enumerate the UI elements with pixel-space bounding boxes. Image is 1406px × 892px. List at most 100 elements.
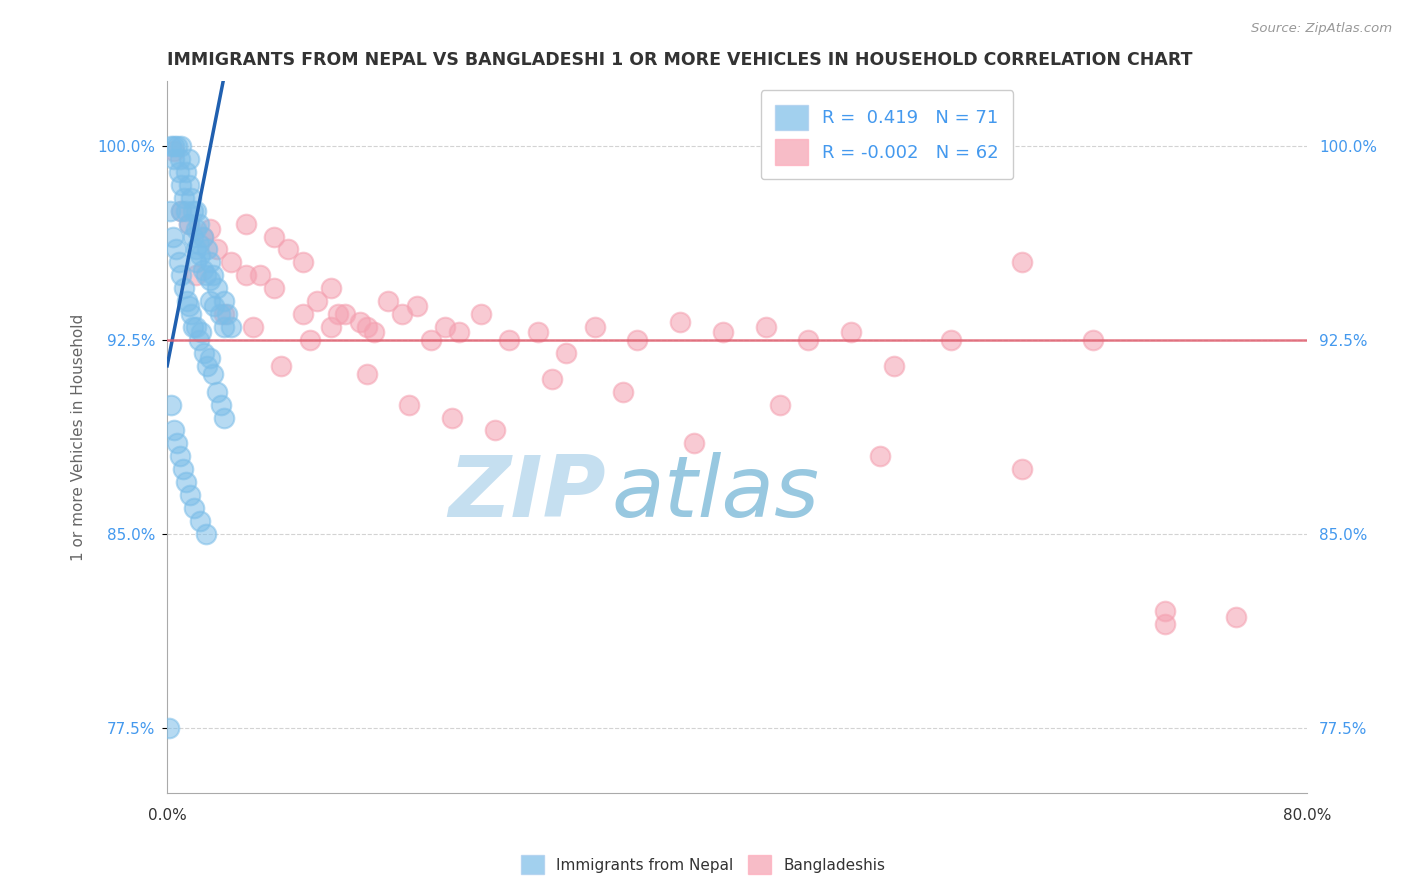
Point: [869, 450, 891, 464]
Point: [683, 436, 706, 450]
Point: [163, 424, 186, 438]
Point: [174, 203, 197, 218]
Point: [187, 217, 209, 231]
Point: [883, 359, 905, 373]
Point: [1225, 609, 1247, 624]
Point: [184, 221, 207, 235]
Point: [202, 299, 225, 313]
Point: [172, 462, 194, 476]
Point: [212, 320, 235, 334]
Point: [184, 268, 207, 283]
Point: [191, 263, 214, 277]
Point: [797, 333, 820, 347]
Point: [205, 243, 228, 257]
Point: [174, 165, 197, 179]
Point: [391, 307, 413, 321]
Point: [711, 325, 734, 339]
Point: [1011, 255, 1033, 269]
Point: [212, 307, 235, 321]
Point: [208, 307, 231, 321]
Point: [212, 410, 235, 425]
Point: [839, 325, 862, 339]
Point: [187, 333, 209, 347]
Point: [198, 351, 221, 365]
Point: [484, 424, 506, 438]
Point: [188, 514, 211, 528]
Point: [201, 268, 224, 283]
Point: [939, 333, 962, 347]
Point: [160, 398, 183, 412]
Point: [441, 410, 464, 425]
Point: [174, 475, 197, 490]
Point: [194, 527, 217, 541]
Text: IMMIGRANTS FROM NEPAL VS BANGLADESHI 1 OR MORE VEHICLES IN HOUSEHOLD CORRELATION: IMMIGRANTS FROM NEPAL VS BANGLADESHI 1 O…: [167, 51, 1192, 69]
Text: Source: ZipAtlas.com: Source: ZipAtlas.com: [1251, 22, 1392, 36]
Point: [177, 178, 200, 192]
Point: [176, 294, 198, 309]
Point: [205, 281, 228, 295]
Point: [163, 152, 186, 166]
Point: [249, 268, 271, 283]
Point: [201, 367, 224, 381]
Y-axis label: 1 or more Vehicles in Household: 1 or more Vehicles in Household: [72, 313, 86, 560]
Point: [198, 294, 221, 309]
Point: [612, 384, 634, 399]
Point: [173, 191, 195, 205]
Point: [184, 255, 207, 269]
Point: [363, 325, 385, 339]
Point: [169, 152, 191, 166]
Point: [263, 229, 285, 244]
Point: [184, 203, 207, 218]
Point: [177, 217, 200, 231]
Point: [1153, 605, 1175, 619]
Point: [219, 320, 242, 334]
Point: [170, 178, 193, 192]
Point: [159, 203, 181, 218]
Point: [434, 320, 457, 334]
Point: [626, 333, 648, 347]
Point: [398, 398, 420, 412]
Point: [177, 217, 200, 231]
Point: [449, 325, 471, 339]
Point: [184, 243, 207, 257]
Point: [170, 203, 193, 218]
Point: [755, 320, 778, 334]
Legend: R =  0.419   N = 71, R = -0.002   N = 62: R = 0.419 N = 71, R = -0.002 N = 62: [761, 90, 1014, 179]
Point: [191, 229, 214, 244]
Point: [583, 320, 606, 334]
Point: [183, 501, 205, 516]
Point: [305, 294, 328, 309]
Point: [356, 320, 378, 334]
Point: [184, 320, 207, 334]
Point: [319, 281, 342, 295]
Point: [195, 359, 218, 373]
Point: [526, 325, 548, 339]
Point: [335, 307, 357, 321]
Text: atlas: atlas: [612, 452, 820, 535]
Point: [235, 217, 257, 231]
Point: [167, 165, 190, 179]
Point: [195, 243, 218, 257]
Point: [170, 268, 193, 283]
Point: [470, 307, 492, 321]
Point: [555, 346, 578, 360]
Point: [188, 247, 211, 261]
Point: [405, 299, 427, 313]
Point: [277, 243, 299, 257]
Point: [215, 307, 238, 321]
Point: [177, 299, 200, 313]
Point: [166, 139, 188, 153]
Point: [541, 372, 564, 386]
Point: [181, 320, 204, 334]
Point: [157, 721, 180, 735]
Point: [180, 307, 202, 321]
Point: [191, 229, 214, 244]
Point: [170, 203, 193, 218]
Point: [166, 436, 188, 450]
Point: [263, 281, 285, 295]
Point: [219, 255, 242, 269]
Point: [162, 229, 184, 244]
Point: [169, 450, 191, 464]
Point: [377, 294, 399, 309]
Point: [181, 203, 204, 218]
